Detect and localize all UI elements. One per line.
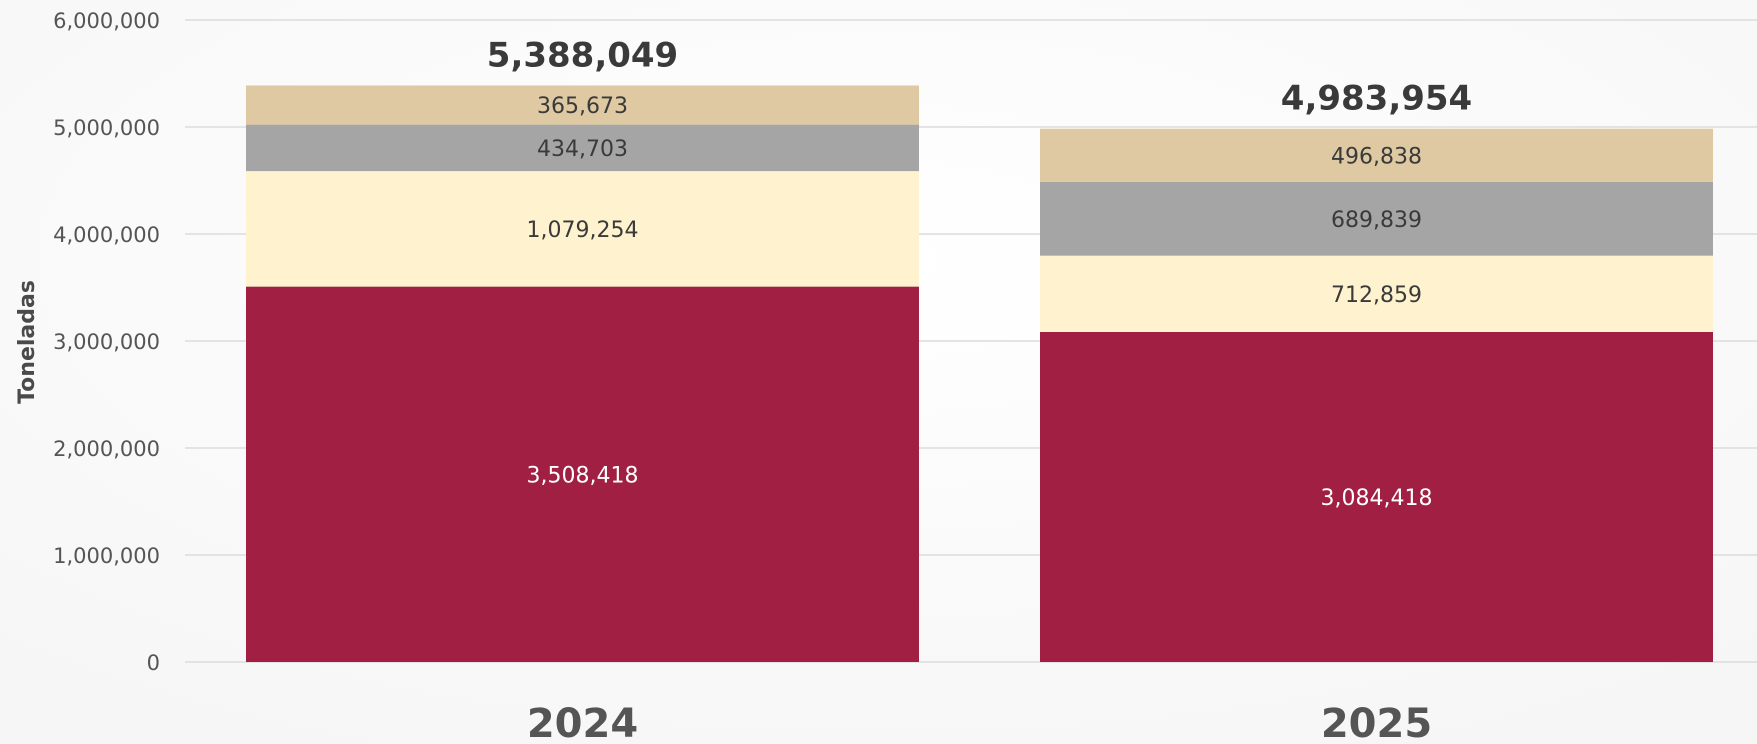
y-tick-label: 1,000,000 <box>53 544 160 568</box>
bars <box>246 85 1713 662</box>
y-axis-label: Toneladas <box>15 280 40 404</box>
y-tick-label: 4,000,000 <box>53 223 160 247</box>
y-axis-ticks: 0 1,000,000 2,000,000 3,000,000 4,000,000 5,0… <box>53 9 160 675</box>
bar-segment <box>1040 128 1713 182</box>
y-tick-label: 3,000,000 <box>53 330 160 354</box>
segment-value-label: 3,508,418 <box>527 463 639 488</box>
x-category-label: 2025 <box>1321 701 1432 744</box>
segment-value-label: 712,859 <box>1331 283 1422 308</box>
segment-value-label: 496,838 <box>1331 144 1422 169</box>
y-tick-label: 2,000,000 <box>53 437 160 461</box>
x-axis-categories: 2024 2025 <box>527 701 1432 744</box>
bar-segment <box>246 286 919 662</box>
bar-segment <box>1040 255 1713 332</box>
segment-value-label: 1,079,254 <box>527 218 639 243</box>
bar-segment <box>246 85 919 125</box>
segment-value-label: 689,839 <box>1331 208 1422 233</box>
bar-segment <box>246 124 919 172</box>
x-category-label: 2024 <box>527 701 638 744</box>
bar-total-label: 4,983,954 <box>1281 79 1472 119</box>
segment-value-label: 365,673 <box>537 94 628 119</box>
segment-value-label: 3,084,418 <box>1321 486 1433 511</box>
y-tick-label: 5,000,000 <box>53 116 160 140</box>
bar-segment <box>1040 181 1713 256</box>
data-labels: 3,508,418 1,079,254 434,703 365,673 5,388,04… <box>487 35 1472 511</box>
bar-segment <box>1040 331 1713 662</box>
y-tick-label: 0 <box>147 651 160 675</box>
bar-total-label: 5,388,049 <box>487 35 678 75</box>
segment-value-label: 434,703 <box>537 137 628 162</box>
bar-segment <box>246 171 919 287</box>
y-tick-label: 6,000,000 <box>53 9 160 33</box>
